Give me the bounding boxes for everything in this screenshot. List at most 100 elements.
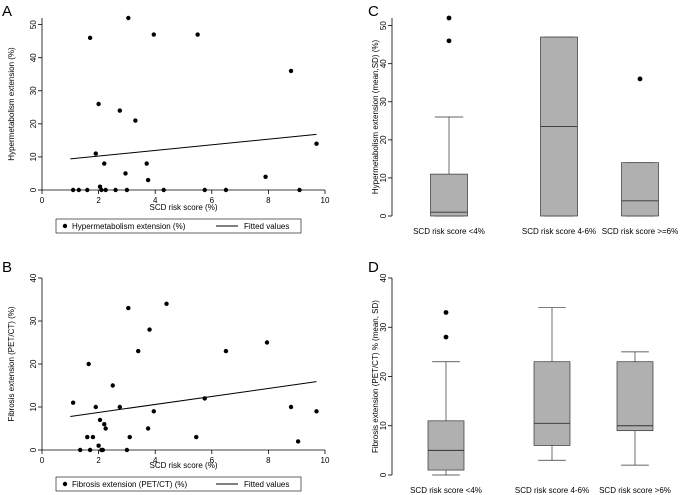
box-iqr — [427, 420, 465, 471]
data-point — [145, 177, 151, 183]
data-point — [103, 187, 108, 193]
data-point — [97, 417, 103, 423]
legend-marker-points — [62, 481, 68, 487]
data-point — [102, 422, 107, 427]
data-point — [133, 118, 138, 123]
data-point — [144, 161, 149, 166]
data-point — [126, 305, 131, 311]
data-point — [151, 32, 156, 37]
y-tick-label: 30 — [29, 316, 38, 325]
data-point — [93, 404, 98, 410]
y-tick-label: 30 — [379, 322, 388, 331]
data-point — [288, 68, 294, 74]
data-point — [126, 15, 131, 21]
y-tick-label: 10 — [29, 402, 38, 411]
legend-label-fit: Fitted values — [244, 222, 289, 231]
x-tick-label: 2 — [96, 196, 101, 205]
data-point — [195, 32, 200, 37]
y-tick-label: 40 — [379, 273, 388, 282]
x-tick-label: 0 — [40, 196, 45, 205]
category-label: SCD risk score 4-6% — [522, 227, 596, 236]
data-point — [263, 174, 268, 179]
y-tick-label: 10 — [379, 421, 388, 430]
data-point — [123, 171, 128, 176]
data-point — [103, 426, 108, 431]
legend: Fibrosis extension (PET/CT) (%) Fitted va… — [55, 476, 302, 492]
data-point — [99, 187, 104, 193]
fitted-line — [70, 133, 317, 160]
y-tick-label: 10 — [379, 173, 388, 182]
data-point — [96, 101, 101, 107]
category-label: SCD risk score <4% — [410, 486, 482, 495]
data-point — [202, 187, 207, 193]
x-tick-label: 2 — [96, 456, 101, 465]
x-tick-label: 10 — [321, 196, 330, 205]
panel-c: C 0 10 20 30 40 50 Hypermetabolism extension (m… — [368, 3, 678, 236]
legend-label-fit: Fitted values — [244, 480, 289, 489]
category-label: SCD risk score >6% — [599, 486, 671, 495]
data-point — [124, 187, 130, 193]
y-tick-label: 40 — [379, 59, 388, 68]
legend: Hypermetabolism extension (%) Fitted valu… — [55, 218, 302, 234]
box-iqr — [533, 361, 571, 446]
y-tick-label: 30 — [379, 97, 388, 106]
data-point — [117, 404, 123, 410]
box-iqr — [616, 361, 654, 432]
data-point — [127, 434, 132, 440]
data-point — [164, 301, 169, 306]
y-tick-label: 20 — [29, 119, 38, 128]
y-axis-label: Fibrosis extension (PET/CT) (%) — [7, 306, 16, 421]
data-point — [85, 434, 90, 440]
x-tick-label: 4 — [153, 456, 158, 465]
panel-letter: B — [2, 259, 12, 276]
panel-letter: C — [368, 3, 379, 20]
data-point — [117, 108, 123, 113]
x-tick-label: 10 — [321, 456, 330, 465]
legend-marker-points — [62, 223, 68, 229]
data-point — [87, 35, 93, 41]
data-point — [194, 434, 199, 440]
data-point — [295, 439, 301, 444]
data-point — [78, 447, 83, 453]
x-tick-label: 4 — [153, 196, 158, 205]
outlier-point — [446, 38, 452, 44]
x-axis-label: SCD risk score (%) — [149, 461, 217, 470]
panel-letter: A — [2, 3, 12, 20]
box-group: SCD risk score 4-6% — [522, 36, 596, 236]
data-point — [288, 404, 294, 410]
y-tick-label: 20 — [379, 135, 388, 144]
data-point — [124, 447, 130, 453]
data-point — [161, 187, 166, 193]
data-point — [102, 161, 107, 166]
y-axis-label: Fibrosis extension (PET/CT) % (mean, SD) — [371, 300, 380, 453]
y-tick-label: 40 — [29, 53, 38, 62]
x-tick-label: 8 — [266, 456, 271, 465]
y-tick-label: 20 — [29, 359, 38, 368]
y-tick-label: 0 — [379, 472, 388, 477]
box-group: SCD risk score >6% — [599, 351, 671, 495]
data-point — [86, 361, 91, 367]
box-group: SCD risk score 4-6% — [515, 307, 589, 495]
data-point — [93, 151, 98, 156]
data-point — [70, 187, 76, 193]
fitted-line — [70, 381, 317, 417]
x-tick-label: 0 — [40, 456, 45, 465]
x-tick-label: 8 — [266, 196, 271, 205]
outlier-point — [446, 15, 452, 21]
y-tick-label: 50 — [29, 20, 38, 29]
y-tick-label: 0 — [379, 213, 388, 218]
box-group: SCD risk score <4% — [410, 310, 482, 495]
y-tick-label: 20 — [379, 372, 388, 381]
outlier-point — [443, 310, 449, 315]
y-axis-label: Hypermetabolism extension (mean,SD) (%) — [371, 40, 380, 195]
data-point — [202, 396, 207, 401]
data-point — [85, 187, 90, 193]
data-point — [87, 447, 93, 453]
data-point — [297, 187, 302, 193]
outlier-point — [443, 334, 449, 340]
category-label: SCD risk score 4-6% — [515, 486, 589, 495]
box-group: SCD risk score <4% — [413, 15, 485, 236]
y-axis-label: Hypermetabolism extension (%) — [7, 47, 16, 161]
